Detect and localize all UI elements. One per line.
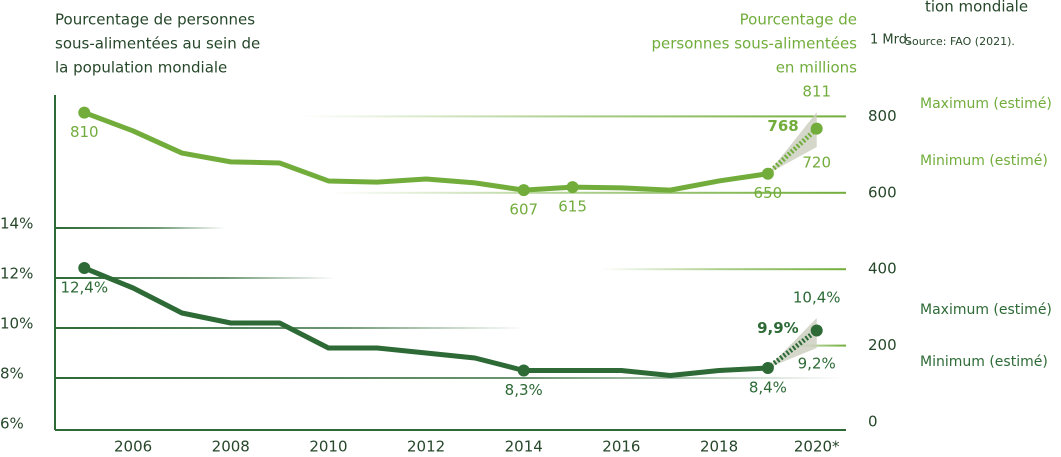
range-max-label: 10,4% xyxy=(793,289,841,307)
grid-line xyxy=(55,227,225,229)
range-min-label: 9,2% xyxy=(798,355,836,373)
left-axis-title: la population mondiale xyxy=(55,59,227,77)
y-tick-label: 14% xyxy=(0,215,33,233)
y-tick-label: 6% xyxy=(0,415,24,433)
y-tick-label: 8% xyxy=(0,365,24,383)
left-axis-title: sous-alimentées au sein de xyxy=(55,35,260,53)
y2-tick-label: 600 xyxy=(868,183,897,201)
data-label: 9,9% xyxy=(757,319,799,337)
line xyxy=(83,110,769,193)
point xyxy=(517,184,530,197)
right-axis-title: personnes sous-alimentées xyxy=(652,35,858,53)
estimate-line xyxy=(766,126,819,176)
line xyxy=(83,265,769,378)
grid-line xyxy=(330,191,846,194)
x-tick-label: 2020* xyxy=(794,438,840,456)
data-label: 650 xyxy=(754,184,783,202)
grid-line xyxy=(300,115,846,118)
estimate-range xyxy=(767,112,817,174)
grid-line xyxy=(600,268,846,271)
right-axis-title: en millions xyxy=(776,59,857,77)
range-max-name: Maximum (estimé) xyxy=(920,96,1052,112)
x-tick-label: 2006 xyxy=(114,438,152,456)
grid-line xyxy=(55,277,335,279)
left-axis-title: Pourcentage de personnes xyxy=(55,11,255,29)
x-tick-label: 2012 xyxy=(407,438,445,456)
point xyxy=(810,324,823,337)
range-max-label: 811 xyxy=(802,83,831,101)
point xyxy=(761,362,774,374)
y2-tick-label: 400 xyxy=(868,260,897,278)
cut-text: tion mondiale xyxy=(925,0,1028,16)
y2-tick-label: 800 xyxy=(868,107,897,125)
range-min-name: Minimum (estimé) xyxy=(920,354,1048,370)
right-axis-title: Pourcentage de xyxy=(740,11,857,29)
data-label: 8,3% xyxy=(505,381,543,399)
y2-tick-label: 0 xyxy=(868,413,878,431)
x-tick-label: 2016 xyxy=(602,438,640,456)
point xyxy=(517,364,530,377)
x-tick-label: 2008 xyxy=(212,438,250,456)
x-tick-label: 2014 xyxy=(505,438,543,456)
data-label: 8,4% xyxy=(749,379,787,397)
source: Source: FAO (2021). xyxy=(905,35,1015,48)
point xyxy=(761,167,774,180)
point xyxy=(78,262,91,274)
grid-line xyxy=(790,344,846,347)
data-label: 615 xyxy=(558,198,587,216)
y2-tick-label: 1 Mrd. xyxy=(870,33,911,48)
point xyxy=(810,122,823,135)
grid-line xyxy=(55,377,845,379)
x-tick-label: 2010 xyxy=(309,438,347,456)
data-label: 12,4% xyxy=(60,279,108,297)
range-max-name: Maximum (estimé) xyxy=(920,302,1052,318)
y-tick-label: 12% xyxy=(0,265,33,283)
x-tick-label: 2018 xyxy=(700,438,738,456)
range-min-name: Minimum (estimé) xyxy=(920,153,1048,169)
data-label: 607 xyxy=(509,201,538,219)
data-label: 768 xyxy=(767,117,798,135)
point xyxy=(566,181,579,194)
y-tick-label: 10% xyxy=(0,315,33,333)
data-label: 810 xyxy=(70,123,99,141)
range-min-label: 720 xyxy=(802,153,831,171)
point xyxy=(78,106,91,119)
y2-tick-label: 200 xyxy=(868,336,897,354)
